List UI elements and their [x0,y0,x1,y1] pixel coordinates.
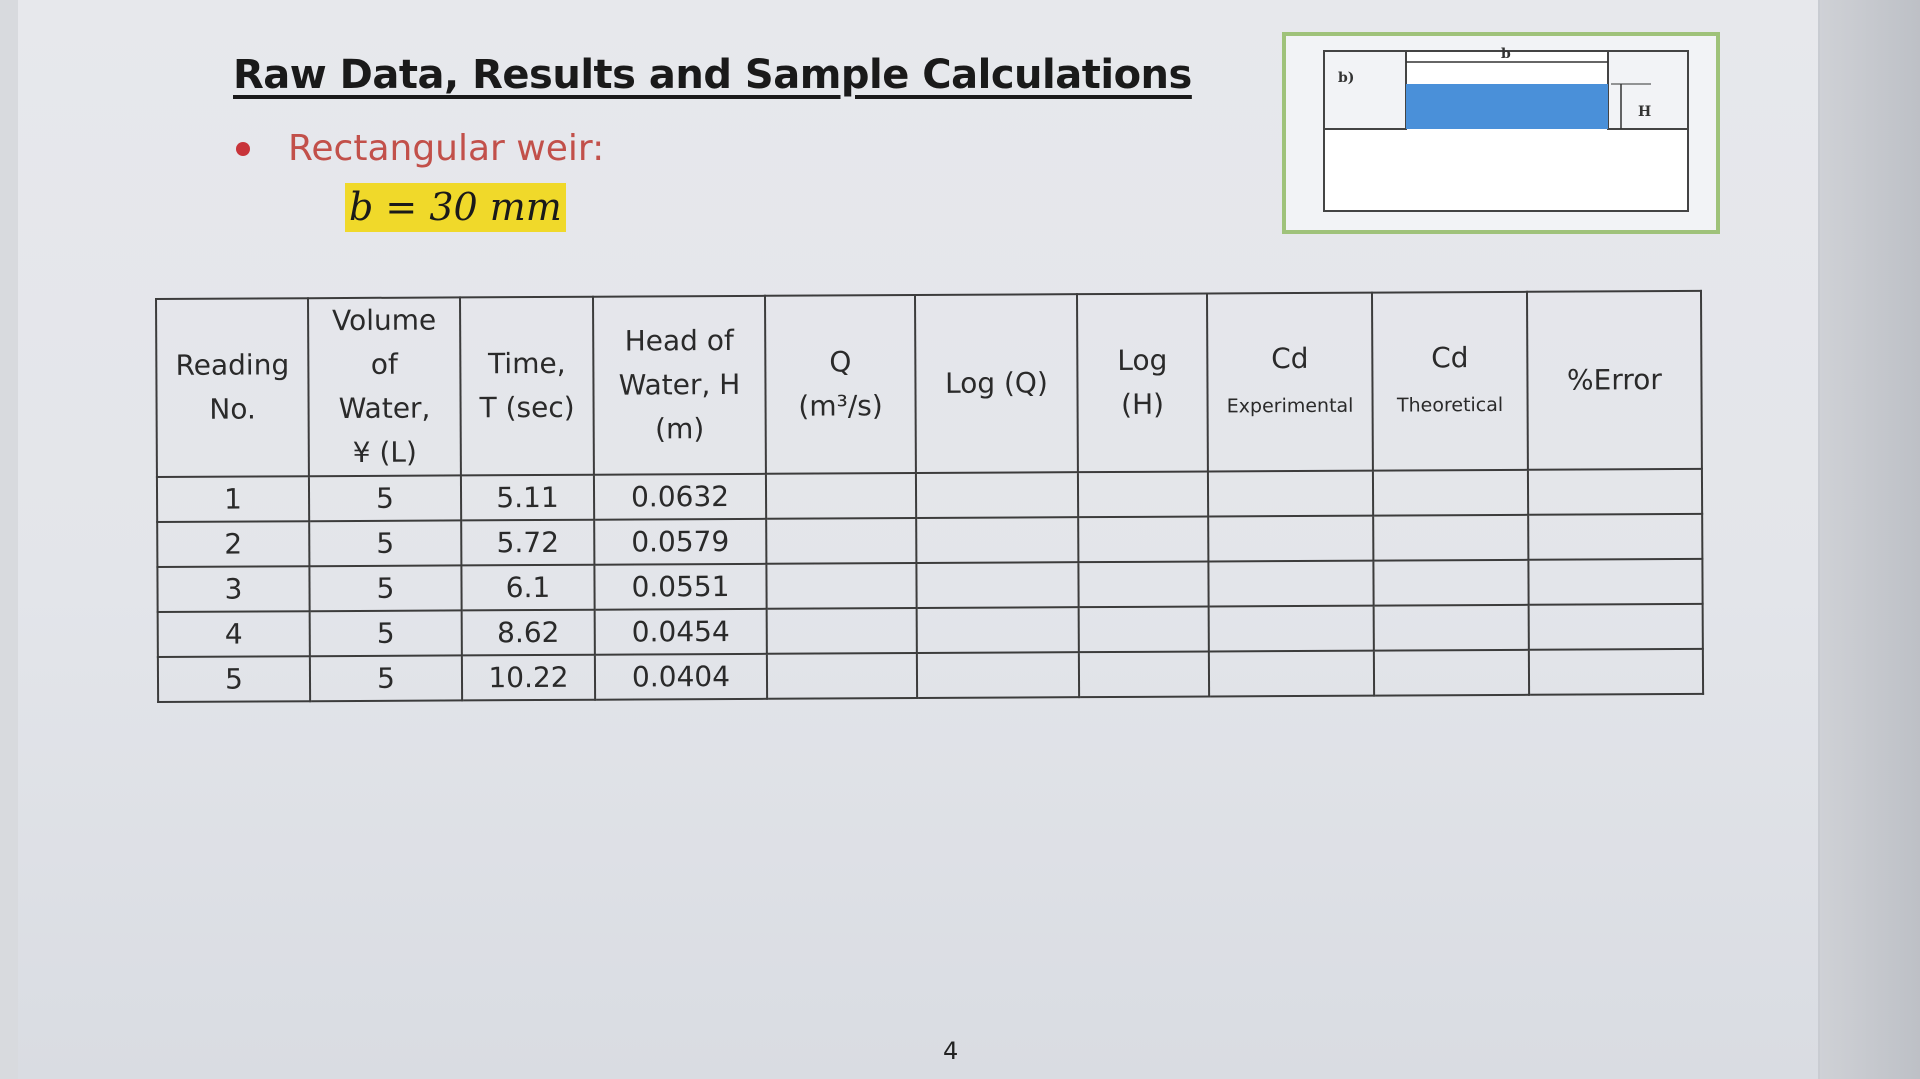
header-error: %Error [1526,290,1702,470]
cell-q [766,653,918,699]
cell-head: 0.0551 [594,563,767,610]
header-cd-theoretical: Cd Theoretical [1371,291,1528,471]
cell-cd-theoretical [1373,514,1529,561]
cell-head: 0.0632 [593,473,767,520]
cell-error [1528,513,1703,560]
cell-log-h [1078,606,1209,653]
slide: Raw Data, Results and Sample Calculation… [18,0,1818,1079]
weir-diagram-svg: b) b H [1323,46,1689,212]
cell-time: 8.62 [461,609,595,656]
cell-log-q [916,607,1079,654]
cell-reading: 4 [157,611,310,657]
weir-left-plate [1323,50,1407,130]
figure-label: b) [1338,70,1354,86]
bullet-text: Rectangular weir: [288,128,605,169]
cell-q [766,518,917,564]
cell-cd-experimental [1208,560,1374,607]
header-reading-no: Reading No. [156,298,309,477]
cell-volume: 5 [309,520,462,567]
header-log-h: Log (H) [1076,293,1208,473]
cell-time: 6.1 [461,564,595,611]
cell-time: 10.22 [461,654,596,701]
cell-reading: 3 [157,566,310,612]
bullet-dot [236,142,250,156]
cell-time: 5.11 [460,474,595,521]
cell-q [766,608,917,654]
cell-q [766,563,917,609]
cell-cd-theoretical [1373,649,1530,696]
cell-error [1527,468,1703,515]
cell-q [765,473,917,519]
cell-reading: 1 [156,476,310,522]
cell-head: 0.0404 [594,653,768,700]
cell-reading: 5 [157,656,311,702]
cell-error [1528,558,1703,605]
cell-log-q [915,472,1079,519]
weir-diagram: b) b H [1282,32,1720,234]
header-head: Head of Water, H (m) [592,295,766,475]
cell-log-h [1078,516,1209,563]
cell-log-h [1078,651,1210,698]
table-row: 2 5 5.72 0.0579 [157,513,1703,567]
cell-cd-experimental [1207,470,1374,517]
header-q: Q (m³/s) [764,295,916,474]
header-time: Time, T (sec) [460,296,594,476]
screen-right-edge [1820,0,1920,1079]
formula-highlight: b = 30 mm [345,183,566,232]
cell-volume: 5 [309,655,463,702]
header-log-q: Log (Q) [914,294,1078,474]
table-row: 3 5 6.1 0.0551 [157,558,1703,612]
water-area [1406,84,1608,129]
cell-log-h [1077,471,1209,518]
page-number: 4 [943,1037,959,1065]
cell-log-h [1078,561,1209,608]
cell-volume: 5 [309,610,462,657]
cell-cd-experimental [1208,650,1375,697]
cell-cd-theoretical [1373,559,1529,606]
cell-cd-theoretical [1372,469,1529,516]
cell-volume: 5 [309,565,462,612]
cell-error [1528,603,1703,650]
head-label: H [1638,104,1651,120]
cell-cd-experimental [1208,515,1374,562]
table-row: 5 5 10.22 0.0404 [157,648,1704,702]
cell-error [1528,648,1704,695]
cell-cd-experimental [1208,605,1374,652]
cell-log-q [916,562,1079,609]
cell-time: 5.72 [461,519,595,566]
table-header-row: Reading No. Volume of Water, ¥ (L) Time, T (s… [156,290,1702,477]
cell-reading: 2 [157,521,310,567]
header-volume: Volume of Water, ¥ (L) [308,297,461,477]
table-row: 4 5 8.62 0.0454 [157,603,1703,657]
slide-title: Raw Data, Results and Sample Calculation… [233,52,1192,98]
table-row: 1 5 5.11 0.0632 [156,468,1703,522]
cell-volume: 5 [308,475,462,522]
cell-cd-theoretical [1373,604,1529,651]
cell-log-q [916,517,1079,564]
cell-head: 0.0579 [594,518,767,565]
width-label: b [1501,46,1511,62]
header-cd-experimental: Cd Experimental [1206,292,1373,472]
cell-log-q [916,652,1080,699]
screen-left-edge [0,0,18,1079]
cell-head: 0.0454 [594,608,767,655]
results-table: Reading No. Volume of Water, ¥ (L) Time, T (s… [155,290,1704,703]
